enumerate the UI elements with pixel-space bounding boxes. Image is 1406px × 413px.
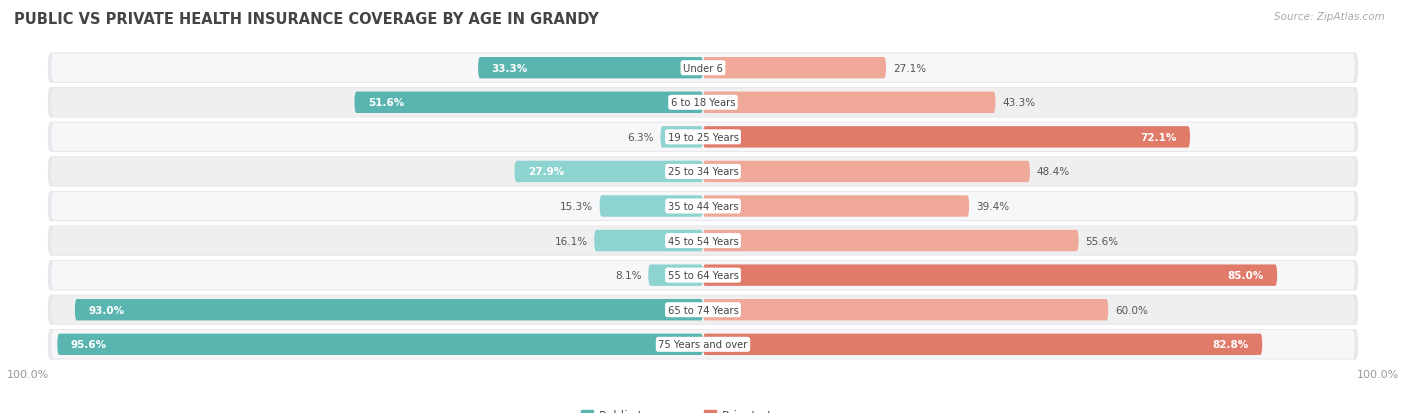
Text: 55 to 64 Years: 55 to 64 Years <box>668 271 738 280</box>
FancyBboxPatch shape <box>51 192 1355 221</box>
FancyBboxPatch shape <box>48 329 1358 360</box>
Text: 85.0%: 85.0% <box>1227 271 1264 280</box>
Text: Under 6: Under 6 <box>683 64 723 74</box>
FancyBboxPatch shape <box>51 123 1355 152</box>
FancyBboxPatch shape <box>703 334 1263 355</box>
Text: 16.1%: 16.1% <box>554 236 588 246</box>
FancyBboxPatch shape <box>51 227 1355 255</box>
FancyBboxPatch shape <box>51 261 1355 290</box>
Text: 72.1%: 72.1% <box>1140 133 1177 142</box>
FancyBboxPatch shape <box>48 122 1358 153</box>
Text: 19 to 25 Years: 19 to 25 Years <box>668 133 738 142</box>
FancyBboxPatch shape <box>48 88 1358 118</box>
Text: 95.6%: 95.6% <box>70 339 107 349</box>
Text: 35 to 44 Years: 35 to 44 Years <box>668 202 738 211</box>
FancyBboxPatch shape <box>703 127 1189 148</box>
FancyBboxPatch shape <box>48 53 1358 84</box>
FancyBboxPatch shape <box>51 55 1355 83</box>
FancyBboxPatch shape <box>703 299 1108 320</box>
Text: 48.4%: 48.4% <box>1036 167 1070 177</box>
FancyBboxPatch shape <box>48 226 1358 256</box>
Text: 55.6%: 55.6% <box>1085 236 1118 246</box>
FancyBboxPatch shape <box>51 296 1355 324</box>
Text: PUBLIC VS PRIVATE HEALTH INSURANCE COVERAGE BY AGE IN GRANDY: PUBLIC VS PRIVATE HEALTH INSURANCE COVER… <box>14 12 599 27</box>
FancyBboxPatch shape <box>354 93 703 114</box>
Text: 6 to 18 Years: 6 to 18 Years <box>671 98 735 108</box>
Text: 45 to 54 Years: 45 to 54 Years <box>668 236 738 246</box>
Text: Source: ZipAtlas.com: Source: ZipAtlas.com <box>1274 12 1385 22</box>
Text: 43.3%: 43.3% <box>1002 98 1035 108</box>
FancyBboxPatch shape <box>648 265 703 286</box>
FancyBboxPatch shape <box>599 196 703 217</box>
Text: 82.8%: 82.8% <box>1212 339 1249 349</box>
Text: 6.3%: 6.3% <box>627 133 654 142</box>
FancyBboxPatch shape <box>48 191 1358 222</box>
FancyBboxPatch shape <box>51 89 1355 117</box>
FancyBboxPatch shape <box>48 295 1358 325</box>
FancyBboxPatch shape <box>48 260 1358 291</box>
FancyBboxPatch shape <box>48 157 1358 187</box>
Text: 15.3%: 15.3% <box>560 202 593 211</box>
Text: 51.6%: 51.6% <box>368 98 405 108</box>
Text: 27.9%: 27.9% <box>529 167 564 177</box>
Text: 93.0%: 93.0% <box>89 305 125 315</box>
FancyBboxPatch shape <box>51 330 1355 358</box>
FancyBboxPatch shape <box>595 230 703 252</box>
FancyBboxPatch shape <box>703 196 969 217</box>
Text: 8.1%: 8.1% <box>614 271 641 280</box>
FancyBboxPatch shape <box>703 161 1031 183</box>
FancyBboxPatch shape <box>515 161 703 183</box>
Text: 75 Years and over: 75 Years and over <box>658 339 748 349</box>
FancyBboxPatch shape <box>703 265 1277 286</box>
FancyBboxPatch shape <box>703 230 1078 252</box>
FancyBboxPatch shape <box>703 58 886 79</box>
Text: 25 to 34 Years: 25 to 34 Years <box>668 167 738 177</box>
FancyBboxPatch shape <box>478 58 703 79</box>
Text: 27.1%: 27.1% <box>893 64 927 74</box>
Text: 33.3%: 33.3% <box>492 64 527 74</box>
Legend: Public Insurance, Private Insurance: Public Insurance, Private Insurance <box>576 404 830 413</box>
FancyBboxPatch shape <box>661 127 703 148</box>
Text: 65 to 74 Years: 65 to 74 Years <box>668 305 738 315</box>
FancyBboxPatch shape <box>58 334 703 355</box>
Text: 60.0%: 60.0% <box>1115 305 1147 315</box>
FancyBboxPatch shape <box>51 158 1355 186</box>
Text: 39.4%: 39.4% <box>976 202 1010 211</box>
FancyBboxPatch shape <box>703 93 995 114</box>
FancyBboxPatch shape <box>75 299 703 320</box>
